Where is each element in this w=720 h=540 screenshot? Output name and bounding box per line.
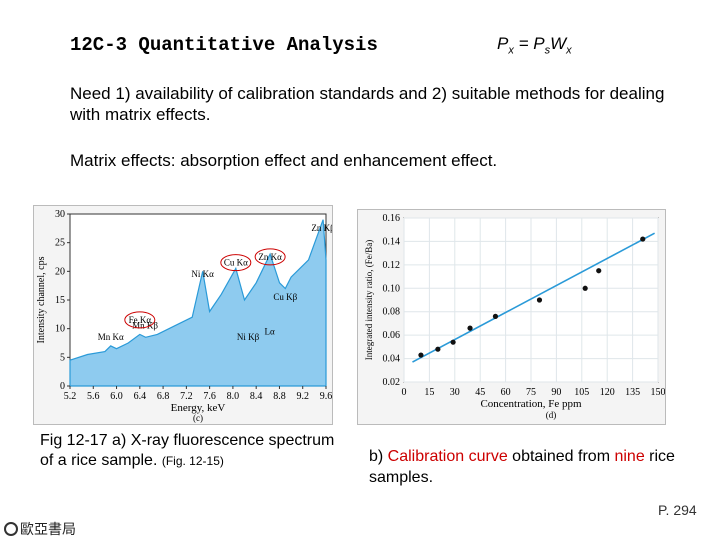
spectrum-y-tick-label: 0 [60,381,65,392]
calibration-data-point [435,346,441,352]
calibration-x-tick-label: 75 [526,387,536,398]
calibration-y-tick-label: 0.06 [383,330,401,341]
calibration-x-tick-label: 60 [501,387,511,398]
calibration-y-tick-label: 0.12 [383,260,401,271]
caption-right-highlight-2: nine [614,448,645,465]
spectrum-y-tick-label: 10 [55,324,65,335]
spectrum-chart: 0 5 10 15 20 25 30 5.2 5.6 6.0 6.4 6.8 7.2 7.6 8.0 8.4 8… [36,209,335,423]
formula-p: P [497,34,509,53]
calibration-x-tick-label: 45 [475,387,485,398]
calibration-data-point [536,297,543,303]
spectrum-x-tick-label: 6.8 [157,391,170,402]
spectrum-y-axis-label: Intensity channel, cps [36,256,47,343]
calibration-figure: 0.02 0.04 0.06 0.08 0.10 0.12 0.14 0.16 0 15 30 45 6… [357,209,666,425]
calibration-data-point [640,236,646,242]
spectrum-y-tick-label: 15 [55,295,65,306]
paragraph-matrix-effects: Matrix effects: absorption effect and en… [70,151,498,170]
spectrum-annotation-label: Mn Kα [98,332,124,342]
spectrum-annotation-label: Ni Kβ [237,332,260,342]
calibration-x-tick-label: 135 [625,387,640,398]
calibration-x-tick-label: 0 [402,387,407,398]
spectrum-annotation-highlight [254,248,286,266]
calibration-panel-label: (d) [546,410,557,420]
spectrum-annotation-label: Fe Kα [129,315,152,325]
formula-sub-wx: x [566,44,572,57]
caption-right-pre: b) [369,448,388,465]
publisher-logo-text: 歐亞書局 [20,521,76,537]
spectrum-x-tick-label: 5.2 [64,391,77,402]
spectrum-annotation-label: Zn Kβ [311,223,332,233]
spectrum-annotation-label: Ni Kα [191,269,214,279]
calibration-x-tick-label: 150 [651,387,666,398]
formula-ps: P [533,34,545,53]
caption-right-post: rice samples. [369,448,675,486]
spectrum-figure: 0 5 10 15 20 25 30 5.2 5.6 6.0 6.4 6.8 7.2 7.6 8.0 8.4 8… [33,205,335,425]
spectrum-annotation-label: Cu Kα [224,258,248,268]
spectrum-x-tick-label: 5.6 [87,391,100,402]
caption-right: b) Calibration curve obtained from nine … [369,446,699,488]
spectrum-x-tick-label: 9.6 [320,391,332,402]
calibration-data-point [467,325,473,331]
calibration-x-tick-label: 15 [424,387,434,398]
paragraph-requirements: Need 1) availability of calibration stan… [70,84,665,124]
slide-title: 12C-3 Quantitative Analysis [70,34,378,56]
calibration-x-tick-label: 120 [600,387,615,398]
calibration-data-point [492,313,499,319]
calibration-x-tick-label: 105 [574,387,589,398]
calibration-data-point [582,285,588,291]
calibration-x-tick-label: 90 [551,387,561,398]
calibration-x-axis-label: Concentration, Fe ppm [480,398,582,410]
spectrum-annotation-highlight [220,254,252,272]
calibration-y-tick-label: 0.02 [383,377,401,388]
caption-right-mid: obtained from [507,448,615,465]
formula-sub-x: x [508,44,514,57]
calibration-data-point [418,352,424,358]
spectrum-x-tick-label: 8.8 [273,391,286,402]
formula-sub-s: s [544,44,551,57]
formula-w: W [550,34,567,53]
calibration-y-tick-label: 0.08 [383,307,401,318]
spectrum-y-tick-label: 20 [55,266,65,277]
spectrum-area [69,219,327,387]
formula: Px = PsWx [497,34,572,56]
publisher-logo: 歐亞書局 [4,519,76,539]
calibration-data-point [450,339,456,345]
caption-right-highlight-1: Calibration curve [387,448,508,465]
page-number: P. 294 [658,502,697,518]
calibration-y-tick-label: 0.14 [383,236,401,247]
calibration-y-tick-label: 0.16 [383,213,401,224]
spectrum-x-tick-label: 6.4 [134,391,147,402]
spectrum-y-tick-label: 25 [55,238,65,249]
calibration-chart: 0.02 0.04 0.06 0.08 0.10 0.12 0.14 0.16 0 15 30 45 6… [364,213,666,420]
spectrum-y-tick-label: 30 [55,209,65,220]
spectrum-panel-label: (c) [193,413,203,423]
caption-left-main: Fig 12-17 a) X-ray fluorescence spectrum… [40,432,335,469]
spectrum-annotation-label: Cu Kβ [273,292,297,302]
formula-equals: = [513,34,534,53]
caption-left: Fig 12-17 a) X-ray fluorescence spectrum… [40,431,340,471]
spectrum-x-axis-label: Energy, keV [171,402,226,414]
spectrum-x-tick-label: 8.4 [250,391,263,402]
spectrum-x-tick-label: 7.6 [203,391,216,402]
caption-left-ref: (Fig. 12-15) [161,454,224,468]
spectrum-annotation-highlight [124,311,156,329]
calibration-y-axis-label: Integrated intensity ratio, (Fe/Ba) [364,240,374,360]
publisher-logo-icon [4,522,18,536]
spectrum-y-tick-label: 5 [60,352,65,363]
spectrum-x-tick-label: 6.0 [110,391,123,402]
calibration-y-tick-label: 0.10 [383,283,401,294]
calibration-data-point [596,268,602,274]
spectrum-annotation-label: Zn Kα [258,252,282,262]
spectrum-annotation-label: Lα [264,326,274,336]
calibration-x-tick-label: 30 [450,387,460,398]
calibration-y-tick-label: 0.04 [383,354,401,365]
spectrum-x-tick-label: 8.0 [227,391,240,402]
spectrum-x-tick-label: 9.2 [296,391,309,402]
spectrum-x-tick-label: 7.2 [180,391,193,402]
spectrum-annotation-label: Mn Kβ [132,321,158,331]
